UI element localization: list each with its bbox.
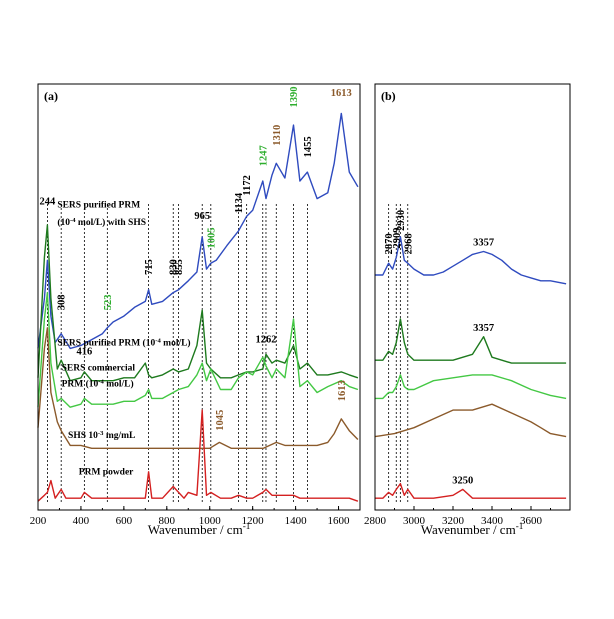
x-tick-label-1400: 1400 <box>285 515 308 527</box>
x-tick-label-1000: 1000 <box>199 515 222 527</box>
peak-label-830: 830 <box>169 259 180 275</box>
peak-label-3250: 3250 <box>452 476 473 487</box>
peak-label-715: 715 <box>144 259 155 275</box>
curve-label: PRM powder <box>79 468 134 478</box>
peak-label-1390: 1390 <box>289 87 300 108</box>
peak-label-1613: 1613 <box>337 380 348 401</box>
spectrum-line-sers_purified_shs <box>375 236 567 285</box>
curve-label: SERS purified PRM (10-4 mol/L) <box>57 337 190 349</box>
peak-label-1455: 1455 <box>303 136 314 157</box>
spectrum-line-prm_powder <box>37 409 359 502</box>
curve-label: SERS commercial <box>62 363 136 373</box>
panel-b: 2800 3000 3200 3400 3600 (b) Wavenumber / cm-1… <box>364 83 571 537</box>
peak-label-965: 965 <box>194 211 210 222</box>
x-axis-label: Wavenumber / cm-1 <box>421 521 524 537</box>
peak-label-3357: 3357 <box>473 323 494 334</box>
peak-label-2870: 2870 <box>384 233 395 254</box>
x-tick-label-800: 800 <box>159 515 176 527</box>
panel-letter: (a) <box>44 89 58 103</box>
peak-label-244: 244 <box>40 197 57 208</box>
x-tick-label-400: 400 <box>73 515 90 527</box>
peak-label-1134: 1134 <box>234 192 245 213</box>
peak-label-1310: 1310 <box>272 125 283 146</box>
spectrum-line-prm_powder <box>375 482 567 499</box>
spectrum-line-sers_purified <box>375 318 567 364</box>
plot-frame <box>374 83 571 511</box>
peak-label-3357: 3357 <box>473 238 494 249</box>
spectrum-line-sers_commercial <box>37 291 359 408</box>
panel-a: 200 400 600 800 1000 1200 1400 1600 (a) Wavenumbe… <box>30 83 361 537</box>
curve-label: (10-4 mol/L) with SHS <box>57 217 146 229</box>
x-tick-label-3600: 3600 <box>520 515 543 527</box>
x-tick-label-3000: 3000 <box>403 515 426 527</box>
x-tick-label-1600: 1600 <box>328 515 351 527</box>
x-tick-label-2800: 2800 <box>364 515 387 527</box>
peak-label-416: 416 <box>77 346 93 357</box>
spectrum-line-sers_commercial <box>375 374 567 400</box>
peak-label-2909: 2909 <box>392 228 403 249</box>
peak-label-308: 308 <box>57 294 68 310</box>
spectrum-line-shs <box>37 327 359 449</box>
peak-label-1247: 1247 <box>258 145 269 166</box>
spectrum-line-shs <box>374 403 567 438</box>
x-tick-label-600: 600 <box>116 515 133 527</box>
curve-label: SERS purified PRM <box>57 200 140 210</box>
panel-letter: (b) <box>381 89 396 103</box>
peak-label-1045: 1045 <box>215 410 226 431</box>
x-tick-label-3200: 3200 <box>442 515 465 527</box>
curve-label: SHS 10-3 mg/mL <box>68 430 135 442</box>
spectrum-line-sers_purified <box>37 224 359 382</box>
x-axis-label: Wavenumber / cm-1 <box>148 521 251 537</box>
curve-label: PRM (10-4 mol/L) <box>62 378 134 390</box>
spectrum-line-sers_purified_shs <box>37 112 359 350</box>
plot-frame <box>37 83 361 511</box>
peak-label-2968: 2968 <box>403 233 414 254</box>
x-tick-label-3400: 3400 <box>481 515 504 527</box>
peak-label-1172: 1172 <box>242 175 253 195</box>
x-tick-label-200: 200 <box>30 515 47 527</box>
peak-label-1613: 1613 <box>331 88 352 99</box>
peak-label-1262: 1262 <box>256 335 277 346</box>
x-tick-label-1200: 1200 <box>242 515 265 527</box>
peak-label-2930: 2930 <box>396 210 407 231</box>
peak-label-1005: 1005 <box>206 228 217 249</box>
peak-label-855: 855 <box>174 259 185 275</box>
peak-label-523: 523 <box>103 294 114 310</box>
